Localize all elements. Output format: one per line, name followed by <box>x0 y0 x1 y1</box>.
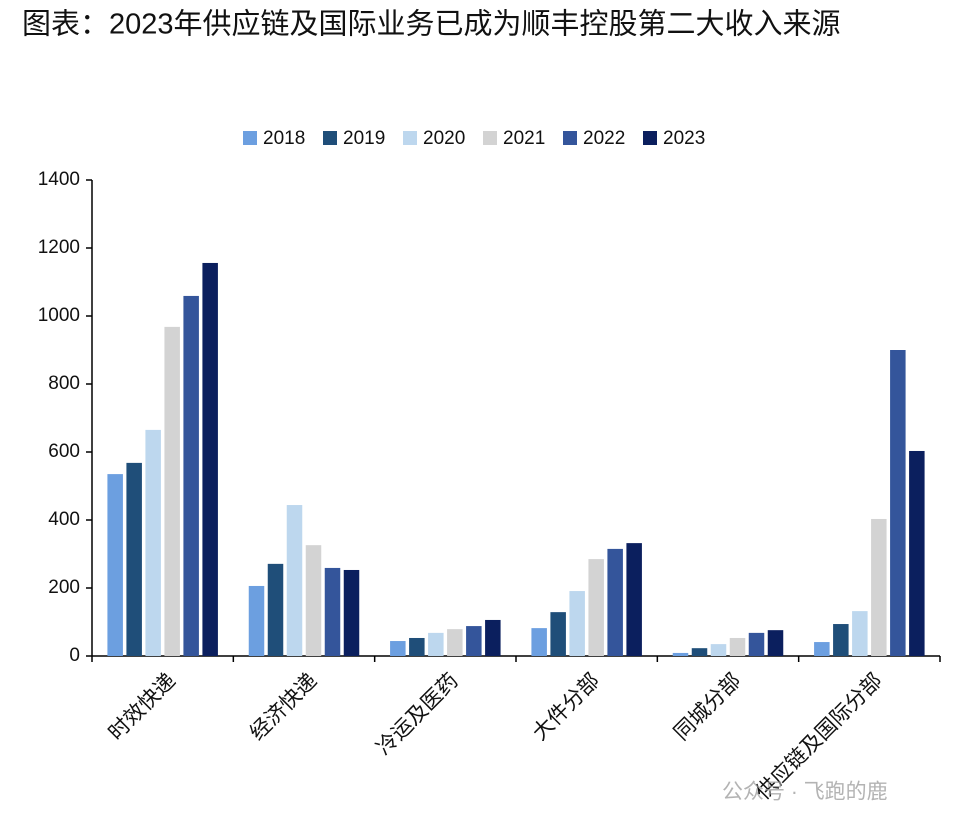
bar <box>409 637 425 656</box>
legend-label: 2018 <box>263 128 305 149</box>
bar <box>324 567 341 656</box>
bar <box>248 585 265 656</box>
legend-swatch <box>403 131 417 145</box>
y-tick-label: 800 <box>48 373 80 394</box>
legend-swatch <box>483 131 497 145</box>
bar <box>126 462 142 656</box>
chart-title: 图表：2023年供应链及国际业务已成为顺丰控股第二大收入来源 <box>22 8 841 41</box>
bar <box>343 569 360 656</box>
y-tick-label: 600 <box>48 441 80 462</box>
bar <box>164 326 180 656</box>
bar <box>710 644 727 656</box>
bar <box>466 626 482 656</box>
bar <box>814 642 830 656</box>
y-tick-label: 1400 <box>38 169 80 190</box>
legend-swatch <box>243 131 257 145</box>
bar <box>485 619 501 656</box>
bar <box>767 630 784 656</box>
bar <box>626 543 642 656</box>
bar <box>531 628 547 656</box>
y-tick-label: 200 <box>48 577 80 598</box>
bar <box>729 637 746 656</box>
legend-label: 2021 <box>503 128 545 149</box>
legend-label: 2022 <box>583 128 625 149</box>
bar <box>390 641 406 656</box>
bar <box>672 652 689 656</box>
bar <box>909 450 925 656</box>
x-tick-label: 时效快递 <box>104 669 180 745</box>
bar <box>447 629 463 656</box>
legend-label: 2023 <box>663 128 705 149</box>
legend-swatch <box>563 131 577 145</box>
x-tick-label: 冷运及医药 <box>372 669 463 760</box>
bar <box>833 624 849 656</box>
bar <box>305 545 322 656</box>
bar <box>569 591 585 656</box>
legend-swatch <box>323 131 337 145</box>
legend-label: 2019 <box>343 128 385 149</box>
bar <box>852 611 868 656</box>
bar <box>691 648 708 656</box>
legend-label: 2020 <box>423 128 465 149</box>
bar <box>748 632 765 656</box>
bar <box>550 612 566 656</box>
bar <box>202 262 218 656</box>
bar <box>890 350 906 656</box>
bar <box>607 548 623 656</box>
bar <box>145 429 161 656</box>
y-tick-label: 1000 <box>38 305 80 326</box>
y-tick-label: 1200 <box>38 237 80 258</box>
bar <box>267 563 284 656</box>
legend-swatch <box>643 131 657 145</box>
x-tick-label: 经济快递 <box>246 669 322 745</box>
y-tick-label: 0 <box>69 645 80 666</box>
y-tick-label: 400 <box>48 509 80 530</box>
bar <box>286 505 303 656</box>
bar <box>871 518 887 656</box>
x-tick-label: 同城分部 <box>670 669 746 745</box>
bar <box>428 632 444 656</box>
x-tick-label: 大件分部 <box>528 669 604 745</box>
watermark: 公众号 · 飞跑的鹿 <box>722 781 888 804</box>
bar <box>183 295 199 656</box>
bar <box>588 559 604 656</box>
bar <box>107 474 123 656</box>
